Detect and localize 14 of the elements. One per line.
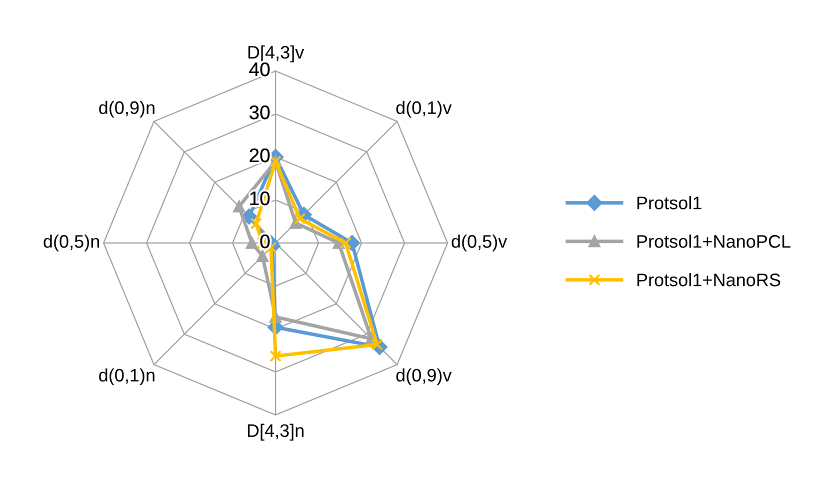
spoke-label: D[4,3]n [248, 424, 304, 441]
spoke-label: d(0,5)n [44, 234, 99, 252]
spoke-label: d(0,1)v [396, 100, 452, 118]
spoke-label: d(0,1)n [99, 368, 154, 386]
y-tick-label: 40 [249, 62, 270, 76]
spoke-label: D[4,3]v [248, 45, 304, 62]
spoke-label: d(0,9)v [396, 368, 452, 386]
y-tick-label: 30 [250, 105, 270, 120]
legend-label: Protsol1+NanoPCL [637, 234, 790, 248]
spoke-label: d(0,9)n [99, 100, 154, 118]
y-tick-label: 20 [250, 148, 270, 162]
legend-label: Protsol1+NanoRS [637, 273, 780, 286]
spoke-label: d(0,5)v [452, 234, 508, 252]
legend-label: Protsol1 [637, 196, 702, 210]
